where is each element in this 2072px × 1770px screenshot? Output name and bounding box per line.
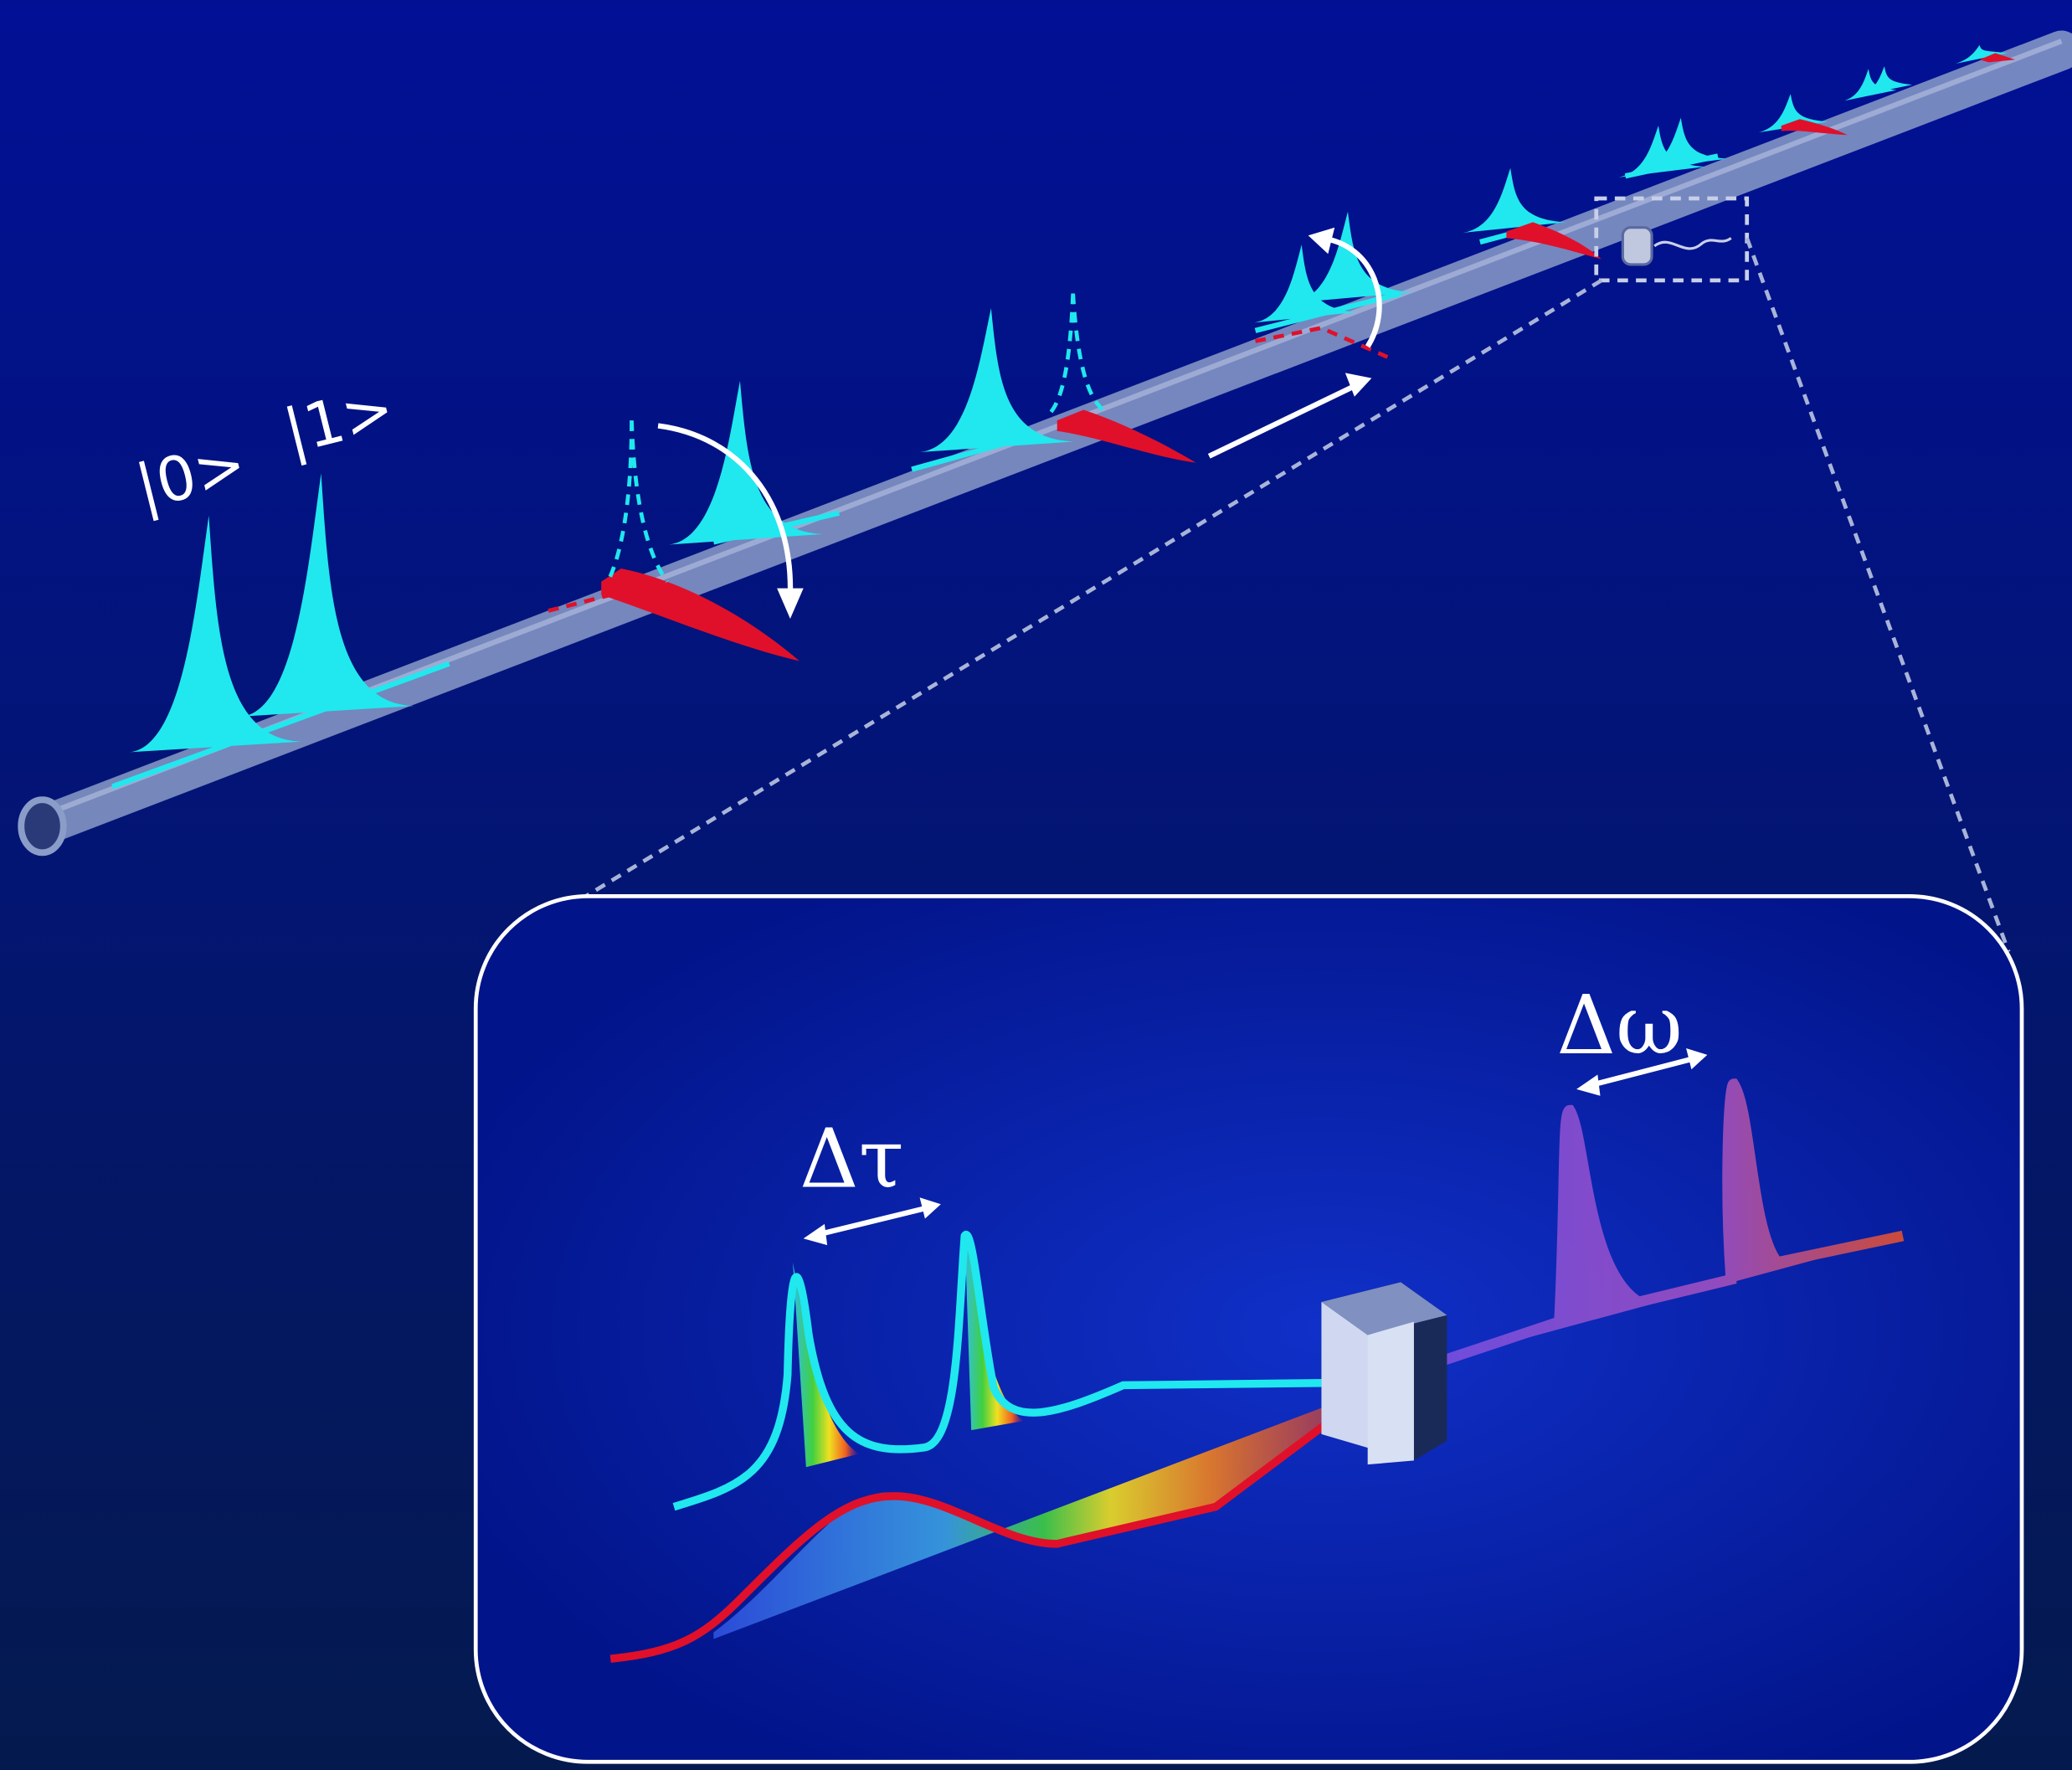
delta-tau-label: Δτ (799, 1112, 904, 1207)
delta-omega-label: Δω (1556, 978, 1682, 1073)
fiber-end (21, 800, 64, 852)
device-small (1622, 228, 1652, 265)
device-front2 (1368, 1322, 1414, 1464)
illustration: |0> |1> Δτ Δω (0, 0, 2072, 1770)
page: |0> |1> Δτ Δω (() => { const data = JSON… (0, 0, 2072, 1770)
